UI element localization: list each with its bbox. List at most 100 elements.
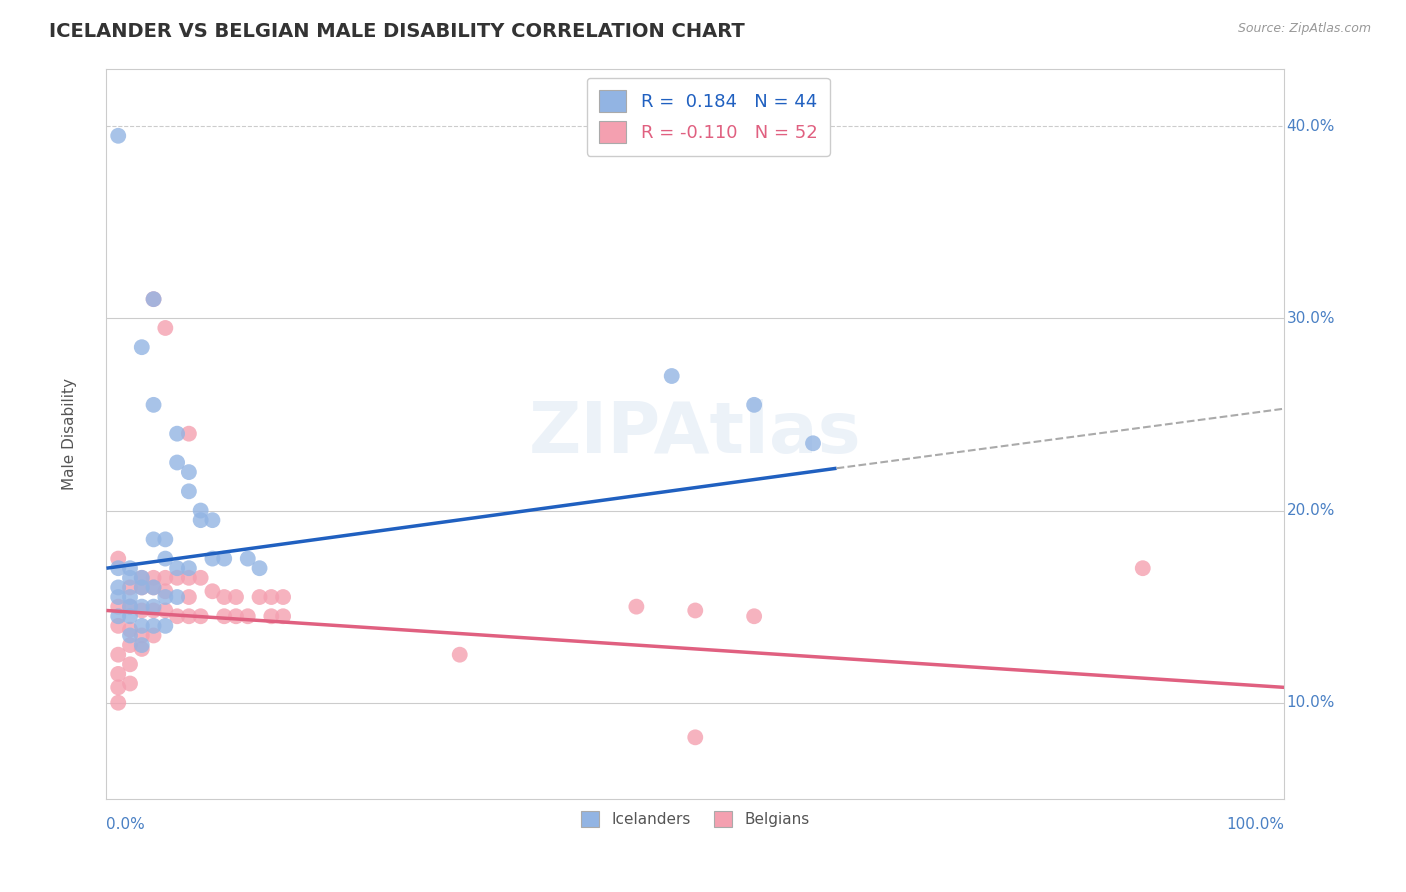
Point [190, 609, 212, 624]
Point [107, 581, 129, 595]
Point [236, 551, 259, 566]
Point [142, 292, 165, 306]
Point [142, 292, 165, 306]
Point [212, 590, 235, 604]
Point [166, 456, 188, 470]
Point [131, 340, 153, 354]
Text: 40.0%: 40.0% [1286, 119, 1334, 134]
Point [131, 581, 153, 595]
Point [271, 609, 294, 624]
Point [166, 571, 188, 585]
Point [118, 676, 141, 690]
Point [142, 603, 165, 617]
Point [166, 426, 188, 441]
Point [107, 128, 129, 143]
Point [683, 603, 706, 617]
Text: Male Disability: Male Disability [62, 377, 77, 490]
Point [107, 599, 129, 614]
Point [142, 571, 165, 585]
Point [177, 465, 200, 479]
Point [260, 590, 283, 604]
Point [249, 561, 271, 575]
Point [166, 590, 188, 604]
Point [118, 599, 141, 614]
Point [131, 571, 153, 585]
Text: 10.0%: 10.0% [1286, 695, 1334, 710]
Point [107, 590, 129, 604]
Point [190, 503, 212, 517]
Text: ZIPAtlas: ZIPAtlas [529, 400, 862, 468]
Point [142, 398, 165, 412]
Point [212, 551, 235, 566]
Point [1132, 561, 1154, 575]
Point [225, 590, 247, 604]
Point [271, 590, 294, 604]
Point [118, 628, 141, 642]
Point [118, 657, 141, 672]
Point [177, 484, 200, 499]
Point [166, 561, 188, 575]
Point [142, 533, 165, 547]
Point [142, 599, 165, 614]
Text: 20.0%: 20.0% [1286, 503, 1334, 518]
Text: Source: ZipAtlas.com: Source: ZipAtlas.com [1237, 22, 1371, 36]
Point [107, 667, 129, 681]
Point [236, 609, 259, 624]
Point [131, 628, 153, 642]
Point [131, 641, 153, 656]
Point [661, 369, 683, 384]
Point [155, 551, 177, 566]
Point [166, 609, 188, 624]
Point [260, 609, 283, 624]
Point [131, 638, 153, 652]
Point [177, 609, 200, 624]
Point [212, 609, 235, 624]
Point [155, 571, 177, 585]
Point [142, 581, 165, 595]
Point [201, 513, 224, 527]
Point [742, 398, 765, 412]
Point [131, 599, 153, 614]
Point [201, 584, 224, 599]
Point [155, 584, 177, 599]
Point [190, 571, 212, 585]
Point [190, 513, 212, 527]
Point [118, 571, 141, 585]
Point [107, 681, 129, 695]
Point [118, 638, 141, 652]
Legend: Icelanders, Belgians: Icelanders, Belgians [574, 804, 817, 835]
Point [683, 731, 706, 745]
Text: 0.0%: 0.0% [107, 817, 145, 832]
Point [742, 609, 765, 624]
Text: 100.0%: 100.0% [1226, 817, 1284, 832]
Point [131, 571, 153, 585]
Point [142, 628, 165, 642]
Text: 30.0%: 30.0% [1286, 311, 1334, 326]
Point [131, 603, 153, 617]
Point [107, 696, 129, 710]
Point [118, 581, 141, 595]
Point [225, 609, 247, 624]
Point [142, 581, 165, 595]
Point [118, 590, 141, 604]
Point [107, 619, 129, 633]
Point [177, 590, 200, 604]
Point [107, 551, 129, 566]
Point [177, 571, 200, 585]
Point [118, 609, 141, 624]
Point [107, 609, 129, 624]
Point [131, 619, 153, 633]
Point [249, 590, 271, 604]
Point [177, 426, 200, 441]
Point [155, 590, 177, 604]
Point [155, 533, 177, 547]
Point [107, 648, 129, 662]
Point [131, 581, 153, 595]
Point [118, 599, 141, 614]
Point [155, 619, 177, 633]
Point [801, 436, 824, 450]
Text: ICELANDER VS BELGIAN MALE DISABILITY CORRELATION CHART: ICELANDER VS BELGIAN MALE DISABILITY COR… [49, 22, 745, 41]
Point [107, 561, 129, 575]
Point [155, 321, 177, 335]
Point [626, 599, 648, 614]
